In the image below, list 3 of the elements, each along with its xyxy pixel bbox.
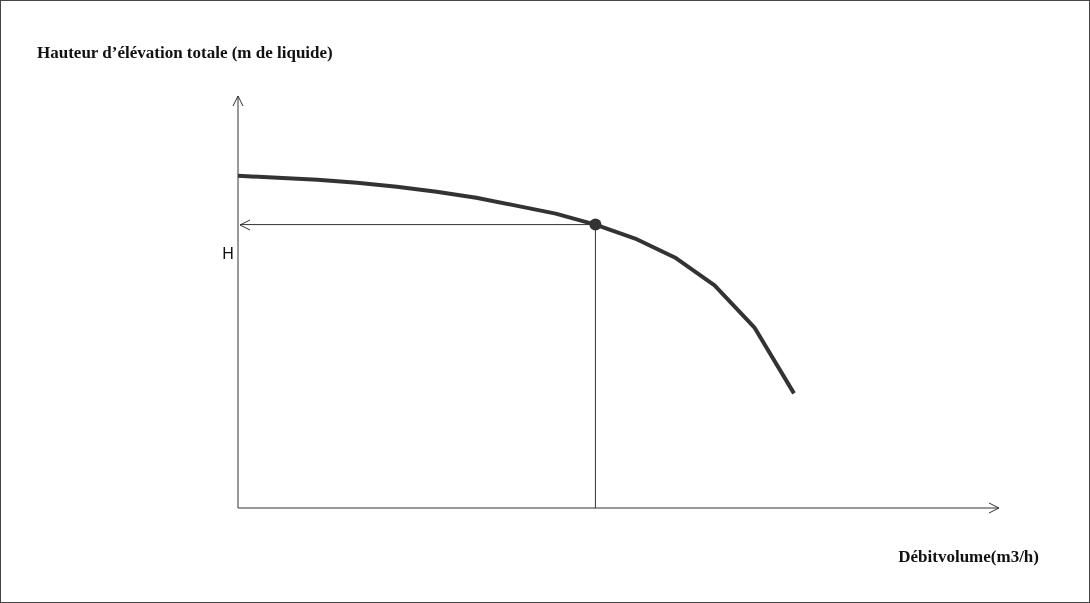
text: Hauteur d’élévation totale (m de liquide) [37, 43, 333, 63]
legend-label: H [222, 244, 234, 262]
text: Débitvolume(m3/h) [898, 547, 1039, 567]
